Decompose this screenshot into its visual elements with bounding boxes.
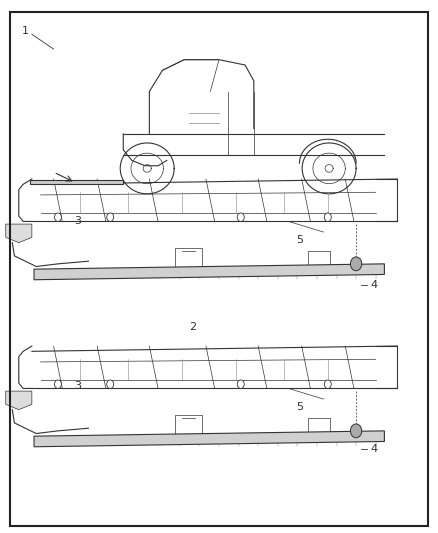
Circle shape	[107, 380, 114, 389]
Text: 3: 3	[74, 381, 81, 391]
Polygon shape	[34, 264, 385, 280]
Circle shape	[324, 380, 331, 389]
Polygon shape	[34, 431, 385, 447]
Circle shape	[54, 213, 61, 221]
Polygon shape	[6, 224, 32, 243]
Circle shape	[350, 424, 362, 438]
Circle shape	[54, 380, 61, 389]
Polygon shape	[6, 391, 32, 410]
Circle shape	[350, 257, 362, 271]
Text: 5: 5	[296, 235, 303, 245]
Circle shape	[324, 213, 331, 221]
Text: 4: 4	[370, 280, 377, 290]
Circle shape	[107, 213, 114, 221]
Polygon shape	[30, 180, 123, 184]
Text: 1: 1	[22, 26, 29, 36]
Text: 4: 4	[370, 445, 377, 455]
Circle shape	[237, 213, 244, 221]
Text: 2: 2	[189, 322, 197, 333]
Text: 3: 3	[74, 216, 81, 227]
Text: 5: 5	[296, 402, 303, 412]
Circle shape	[237, 380, 244, 389]
